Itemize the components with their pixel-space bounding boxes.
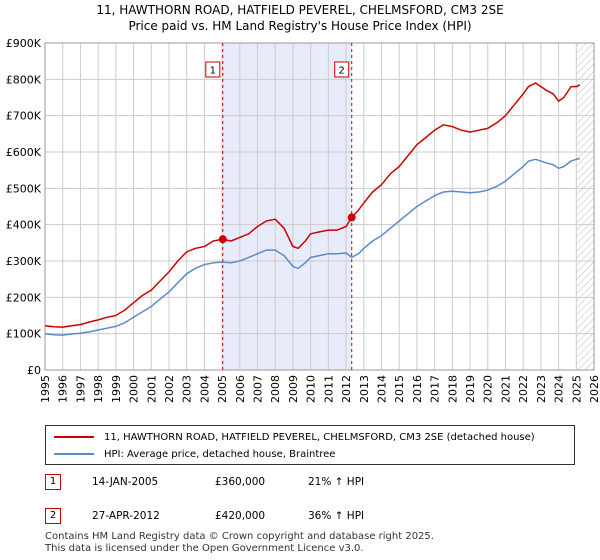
legend-item-hpi: HPI: Average price, detached house, Brai… [54,446,335,462]
x-tick-label: 2014 [375,375,388,403]
x-tick-label: 2001 [145,375,158,403]
x-tick-label: 2018 [446,375,459,403]
footer-copyright: Contains HM Land Registry data © Crown c… [45,531,434,542]
transaction-hpi-change: 21% ↑ HPI [308,476,365,488]
marker-label: 2 [339,66,345,77]
x-tick-label: 1998 [92,375,105,403]
sale-point [218,235,227,244]
x-tick-label: 2007 [252,375,265,403]
legend-item-property: 11, HAWTHORN ROAD, HATFIELD PEVEREL, CHE… [54,429,535,445]
x-tick-label: 2005 [216,375,229,403]
series-line-property [44,82,581,328]
chart-subtitle: Price paid vs. HM Land Registry's House … [128,19,472,33]
transaction-hpi-change: 36% ↑ HPI [308,510,365,522]
y-tick-label: £500K [6,182,42,195]
x-tick-label: 1999 [110,375,123,403]
x-tick-label: 2016 [411,375,424,403]
plot-frame [44,42,595,371]
transaction-marker-badge: 2 [45,508,61,524]
x-tick-label: 1995 [39,375,52,403]
x-tick-label: 2004 [198,375,211,403]
x-tick-label: 2017 [429,375,442,403]
x-tick-label: 2006 [234,375,247,403]
legend-label-property: 11, HAWTHORN ROAD, HATFIELD PEVEREL, CHE… [104,431,535,443]
hatched-region [576,43,594,370]
x-tick-label: 2010 [305,375,318,403]
shaded-period [222,43,352,370]
transaction-date: 27-APR-2012 [92,510,160,522]
x-tick-label: 2002 [163,375,176,403]
x-tick-label: 2012 [340,375,353,403]
footer-license: This data is licensed under the Open Gov… [45,543,364,554]
y-tick-label: £700K [6,110,42,123]
chart-title: 11, HAWTHORN ROAD, HATFIELD PEVEREL, CHE… [96,3,504,17]
x-tick-label: 2020 [482,375,495,403]
x-tick-label: 2021 [499,375,512,403]
x-tick-label: 2013 [358,375,371,403]
y-tick-label: £200K [6,291,42,304]
marker-label-box [334,61,350,78]
legend-label-hpi: HPI: Average price, detached house, Brai… [104,448,336,460]
x-tick-label: 2022 [517,375,530,403]
x-tick-label: 2026 [588,375,600,403]
x-tick-label: 2000 [128,375,141,403]
series-line-hpi [44,157,580,336]
x-tick-label: 2003 [181,375,194,403]
transaction-price: £420,000 [215,510,266,522]
y-tick-label: £800K [6,73,42,86]
sale-point [347,213,356,222]
legend-swatch-hpi [54,453,94,455]
y-tick-label: £300K [6,255,42,268]
x-tick-label: 2019 [464,375,477,403]
x-tick-label: 2008 [269,375,282,403]
x-tick-label: 2024 [553,375,566,403]
x-tick-label: 2011 [322,375,335,403]
transaction-marker-badge: 1 [45,474,61,490]
y-tick-label: £400K [6,219,42,232]
price-chart: £0 £100K £200K £300K £400K £500K £600K £700K £80… [6,37,600,403]
x-tick-label: 2015 [393,375,406,403]
x-tick-label: 1997 [74,375,87,403]
chart-legend: 11, HAWTHORN ROAD, HATFIELD PEVEREL, CHE… [45,425,575,465]
y-tick-label: £600K [6,146,42,159]
marker-label: 1 [210,66,216,77]
legend-swatch-property [54,436,94,438]
marker-label-box [205,61,221,78]
x-tick-label: 1996 [57,375,70,403]
y-tick-label: £0 [27,364,41,377]
y-tick-label: £900K [6,37,42,50]
x-tick-label: 2025 [570,375,583,403]
x-tick-label: 2009 [287,375,300,403]
y-tick-label: £100K [6,328,42,341]
transaction-date: 14-JAN-2005 [92,476,159,488]
transaction-price: £360,000 [215,476,266,488]
x-tick-label: 2023 [535,375,548,403]
